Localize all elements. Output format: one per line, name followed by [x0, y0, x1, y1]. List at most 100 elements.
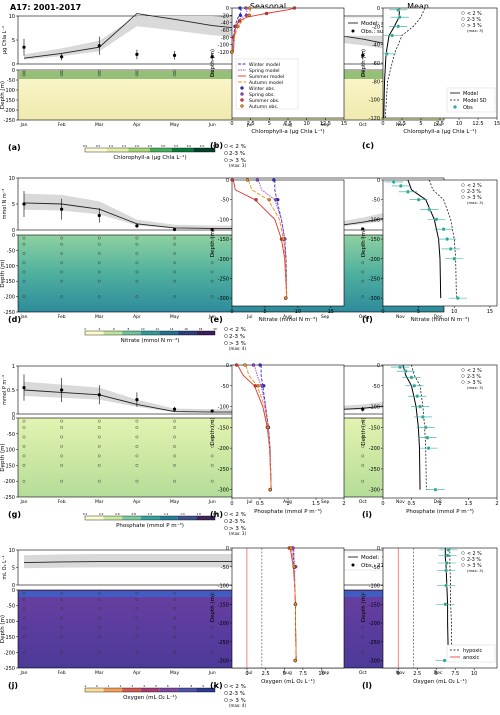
x-tick-label: 2.5	[398, 121, 406, 127]
x-tick-label: 10	[471, 671, 477, 677]
x-axis-label: Oxygen (mL O₂ L⁻¹)	[261, 678, 315, 685]
x-tick-label: 7.5	[299, 671, 307, 677]
model-sd-line	[384, 7, 426, 119]
legend-obs-marker	[351, 563, 355, 567]
legend-marker	[240, 98, 244, 102]
profile-obs-marker	[244, 6, 248, 10]
sample-marker	[22, 69, 26, 73]
month-label: Jan	[20, 670, 28, 676]
sample-marker	[60, 236, 64, 240]
y-tick-label: 0	[12, 583, 15, 589]
sample-marker	[361, 295, 365, 298]
coverage-marker	[461, 374, 465, 378]
panel-letter: (d)	[8, 315, 21, 324]
sample-marker	[135, 295, 139, 298]
sample-marker	[361, 435, 365, 439]
panel-letter: (k)	[210, 681, 223, 690]
sample-marker	[173, 626, 176, 629]
sample-marker	[135, 626, 139, 629]
y-tick-label: 0	[12, 62, 15, 68]
section-depth-label: Depth (m)	[0, 615, 6, 643]
coverage-label: < 2 %	[467, 11, 482, 17]
month-label: Oct	[359, 499, 367, 505]
coverage-label: 2-3 %	[467, 374, 481, 380]
sample-marker	[173, 597, 176, 601]
sample-marker	[210, 635, 214, 639]
model-sd-line	[449, 548, 452, 661]
coverage-marker	[461, 563, 465, 567]
colorbar-tick-label: 8	[190, 684, 192, 688]
profile-line-summer-model	[232, 179, 288, 299]
x-tick-label: 0	[397, 671, 400, 677]
sample-marker	[22, 242, 26, 246]
obs-mean-point	[441, 227, 446, 232]
y-tick-label: -100	[218, 405, 229, 411]
sample-marker	[210, 597, 214, 601]
sample-marker	[60, 270, 64, 274]
y-tick-label: -150	[369, 425, 380, 431]
colorbar-tick-label: 7	[179, 684, 181, 688]
y-tick-label: 0.5	[7, 388, 15, 394]
month-label: Mar	[95, 122, 104, 128]
profile-obs-marker	[281, 237, 286, 241]
month-label: Mar	[95, 499, 104, 505]
colorbar-frame	[84, 330, 216, 336]
sample-marker	[97, 270, 101, 274]
sample-marker	[210, 626, 214, 629]
sample-marker	[97, 635, 101, 639]
section-y-tick-label: -200	[4, 108, 15, 114]
obs-surface-point	[60, 388, 64, 392]
x-tick-label: 5	[268, 121, 271, 127]
profile-legend-label: Winter obs.	[249, 86, 275, 92]
sample-marker	[22, 270, 26, 274]
colorbar-tick-label: 9	[202, 684, 204, 688]
sample-marker	[173, 419, 176, 423]
sample-marker	[60, 607, 64, 611]
profile-obs-marker	[266, 425, 270, 429]
obs-surface-point	[135, 398, 139, 402]
sample-marker	[97, 295, 101, 298]
sample-marker	[60, 71, 64, 75]
section-y-tick-label: -250	[4, 118, 15, 124]
section-y-tick-label: 0	[12, 416, 15, 422]
sample-marker	[135, 252, 139, 255]
profile-legend-label: Summer model	[249, 74, 284, 80]
section-depth-label: Depth (m)	[0, 259, 6, 287]
sample-marker	[60, 454, 64, 458]
x-axis-label: Nitrate (mmol N m⁻³)	[411, 316, 470, 323]
y-tick-label: 0	[377, 363, 380, 369]
obs-surface-point	[210, 55, 214, 59]
profile-line-autumn-model	[248, 179, 288, 299]
sample-marker	[60, 635, 64, 639]
sample-marker	[60, 252, 64, 255]
coverage-label: > 3 %	[467, 563, 482, 569]
colorbar-swatch	[177, 331, 197, 335]
y-tick-label: -50	[221, 384, 229, 390]
colorbar-tick-label: 0.2	[83, 512, 88, 516]
colorbar-tick-label: 6	[113, 327, 115, 331]
sample-marker	[22, 435, 26, 439]
x-tick-label: 10	[451, 309, 457, 315]
x-axis-label: Chlorophyll-a (µg Chla L⁻¹)	[403, 128, 476, 135]
legend-obs-marker	[351, 29, 355, 33]
depth-axis-label: Depth (m)	[361, 417, 367, 445]
colorbar-swatch	[140, 331, 160, 335]
y-tick-label: 10	[9, 176, 15, 182]
section-y-tick-label: -200	[4, 295, 15, 301]
x-axis-label: Chlorophyll-a (µg Chla L⁻¹)	[251, 128, 324, 135]
month-label: Jun	[208, 314, 216, 320]
colorbar-tick-label: 14	[170, 327, 174, 331]
profile-obs-marker	[237, 19, 242, 23]
sample-marker	[361, 71, 365, 75]
legend-model-label: Model: surface	[361, 21, 402, 27]
sample-marker	[135, 242, 139, 246]
sample-marker	[22, 454, 26, 458]
month-label: Oct	[359, 314, 367, 320]
sample-marker	[22, 295, 26, 298]
sample-marker	[97, 607, 101, 611]
panel-letter: (j)	[8, 681, 18, 690]
obs-mean-point	[445, 553, 450, 558]
sample-marker	[60, 616, 64, 620]
x-tick-label: 0	[230, 501, 233, 507]
x-tick-label: 2.5	[247, 121, 255, 127]
